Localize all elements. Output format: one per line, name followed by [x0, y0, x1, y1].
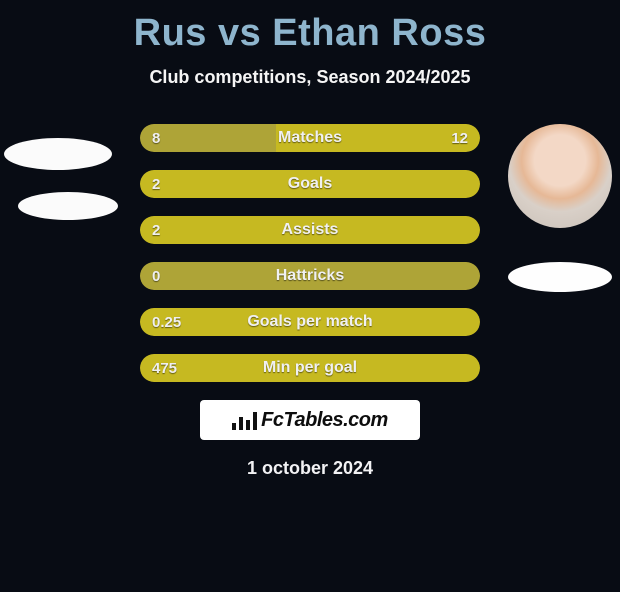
stat-row: 2Goals: [140, 170, 480, 198]
comparison-area: 812Matches 2Goals 2Assists 0Hattricks 0.25Go…: [0, 124, 620, 382]
player-left-placeholder-top: [4, 138, 112, 170]
source-logo: FcTables.com: [200, 400, 420, 440]
player-left-placeholder-bottom: [18, 192, 118, 220]
snapshot-date: 1 october 2024: [0, 458, 620, 479]
stat-label: Goals: [140, 175, 480, 193]
stat-label: Assists: [140, 221, 480, 239]
stat-label: Matches: [140, 129, 480, 147]
player-right-avatar: [508, 124, 612, 228]
player-right-column: [500, 124, 620, 292]
bar-chart-icon: [232, 410, 257, 430]
stat-row: 2Assists: [140, 216, 480, 244]
stat-label: Hattricks: [140, 267, 480, 285]
page-subtitle: Club competitions, Season 2024/2025: [0, 67, 620, 88]
stat-label: Goals per match: [140, 313, 480, 331]
stat-row: 0.25Goals per match: [140, 308, 480, 336]
player-right-flag-placeholder: [508, 262, 612, 292]
source-logo-text: FcTables.com: [261, 409, 388, 432]
stats-bars: 812Matches 2Goals 2Assists 0Hattricks 0.25Go…: [140, 124, 480, 382]
stat-row: 475Min per goal: [140, 354, 480, 382]
stat-row: 812Matches: [140, 124, 480, 152]
stat-label: Min per goal: [140, 359, 480, 377]
stat-row: 0Hattricks: [140, 262, 480, 290]
page-title: Rus vs Ethan Ross: [0, 12, 620, 55]
